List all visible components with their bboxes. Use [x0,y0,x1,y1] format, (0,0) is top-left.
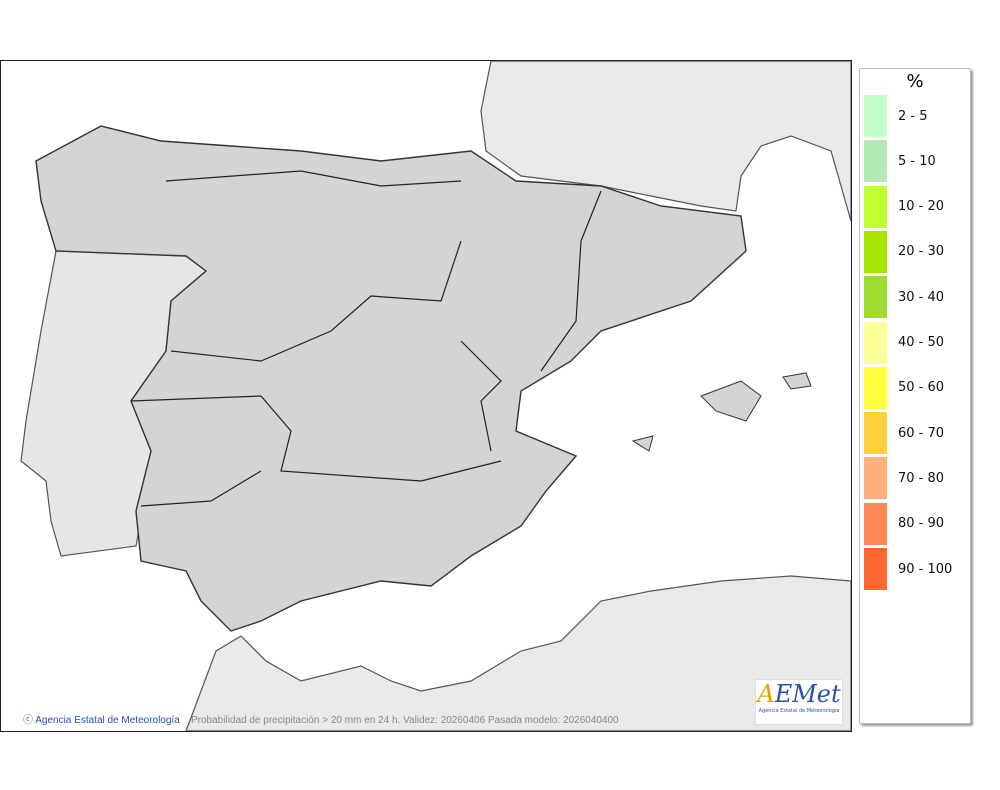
legend-item: 80 - 90 [864,502,945,545]
mallorca-island [700,380,762,422]
legend-item: 60 - 70 [864,412,945,455]
legend-label: 2 - 5 [898,108,928,124]
spain-landmass [35,125,747,632]
legend-label: 20 - 30 [898,244,945,260]
legend-swatch [864,140,887,183]
credit-text: Agencia Estatal de Meteorología [35,715,180,726]
map-panel[interactable]: ⓒ Agencia Estatal de Meteorología Probab… [0,60,852,732]
legend-swatch [864,502,887,545]
legend-label: 50 - 60 [898,380,945,396]
legend-label: 10 - 20 [898,199,945,215]
legend-label: 70 - 80 [898,470,945,486]
legend-item: 40 - 50 [864,321,945,364]
legend-item: 20 - 30 [864,230,945,273]
africa-landmass [185,575,851,731]
legend-item: 10 - 20 [864,185,945,228]
legend-item: 2 - 5 [864,95,928,137]
legend-swatch [864,457,887,500]
legend-label: 40 - 50 [898,335,945,350]
legend-swatch [864,548,887,590]
legend-swatch [864,185,887,228]
menorca-island [782,372,812,390]
france-landmass [480,61,851,222]
legend-item: 70 - 80 [864,457,945,500]
legend-swatch [864,321,887,364]
legend-label: 5 - 10 [898,153,936,169]
legend-swatch [864,412,887,455]
logo-mark: AEMet [757,680,841,708]
legend-item: 90 - 100 [864,548,952,590]
legend-label: 60 - 70 [898,425,945,441]
region-borders [130,170,602,507]
legend-title: % [906,71,924,92]
legend: % 2 - 5 5 - 10 10 - 20 20 - 30 30 - 40 40 - 5… [859,68,971,724]
copyright-credit: ⓒ Agencia Estatal de Meteorología [23,715,180,726]
legend-item: 50 - 60 [864,366,945,409]
iberia-map [20,61,851,731]
legend-label: 30 - 40 [898,289,945,305]
legend-item: 5 - 10 [864,140,936,183]
legend-swatch [864,95,887,137]
aemet-logo: AEMet Agencia Estatal de Meteorología [755,679,843,725]
legend-label: 90 - 100 [898,561,953,577]
legend-swatch [864,276,887,319]
legend-label: 80 - 90 [898,516,945,532]
map-caption: Probabilidad de precipitación > 20 mm en… [191,715,619,726]
legend-item: 30 - 40 [864,276,945,319]
ibiza-island [631,435,654,452]
logo-subtitle: Agencia Estatal de Meteorología [758,708,840,714]
legend-swatch [864,230,887,273]
legend-swatch [864,366,887,409]
